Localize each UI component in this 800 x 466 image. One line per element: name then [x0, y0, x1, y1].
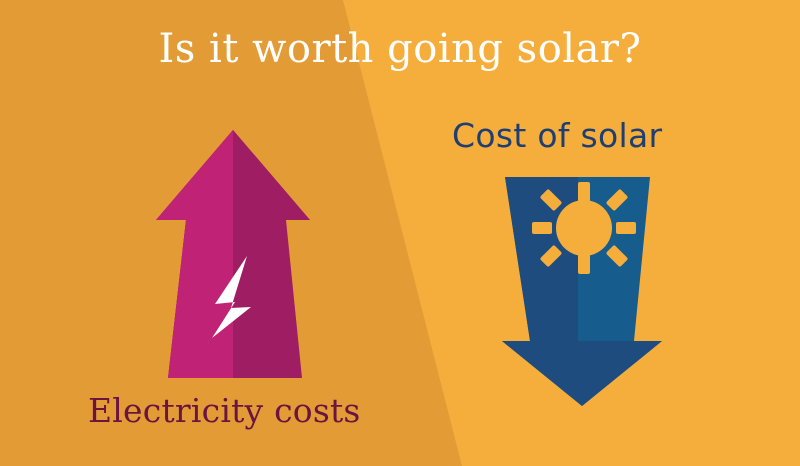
- sun-icon: [532, 182, 636, 274]
- sun-ray-ne: [606, 189, 628, 211]
- label-electricity-costs: Electricity costs: [88, 391, 361, 430]
- sun-ray-n: [578, 182, 590, 202]
- lightning-bolt-icon: [212, 256, 251, 338]
- label-cost-of-solar: Cost of solar: [452, 116, 663, 155]
- sun-ray-sw: [540, 245, 562, 267]
- sun-rays: [532, 182, 636, 274]
- sun-disc: [556, 200, 612, 256]
- up-arrow-icon: [156, 130, 310, 378]
- sun-ray-nw: [540, 189, 562, 211]
- page-title: Is it worth going solar?: [158, 26, 642, 72]
- sun-ray-w: [532, 222, 552, 234]
- down-arrow-head-right-wing: [578, 341, 662, 406]
- sun-ray-s: [578, 254, 590, 274]
- sun-ray-e: [616, 222, 636, 234]
- up-arrow-head-left-wing: [156, 130, 233, 220]
- sun-ray-se: [606, 245, 628, 267]
